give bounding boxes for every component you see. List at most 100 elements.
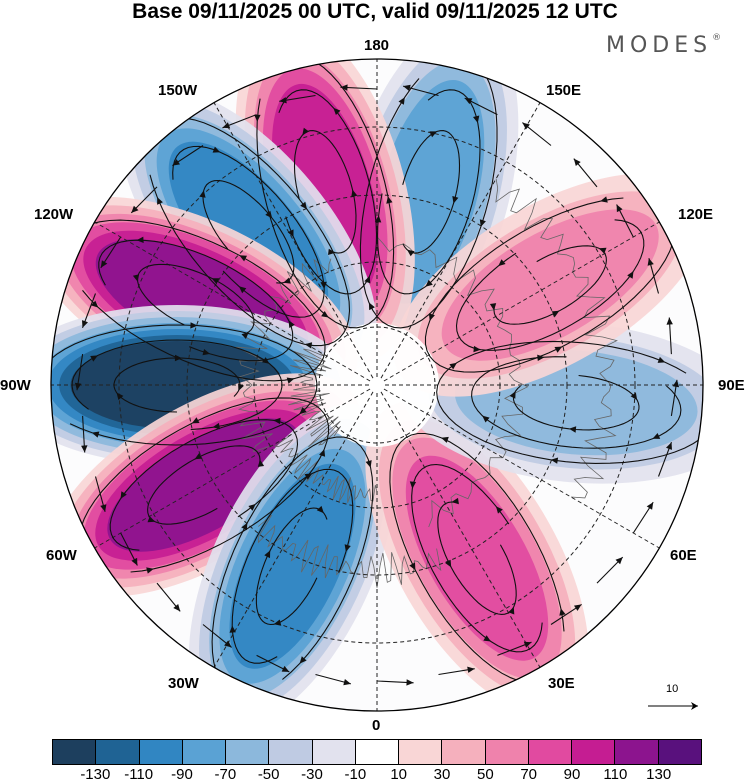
colorbar-tick-label: 110 xyxy=(603,766,628,783)
wind-arrowhead xyxy=(445,559,452,568)
wind-arrowhead xyxy=(131,557,138,566)
brand-name: MODES xyxy=(606,33,713,58)
wind-arrowhead xyxy=(646,502,654,510)
wind-arrowhead xyxy=(299,656,307,664)
wind-arrowhead xyxy=(425,279,433,287)
wind-arrowhead xyxy=(120,491,127,499)
wind-arrowhead xyxy=(224,640,232,648)
streamline xyxy=(512,374,640,431)
meridian-line xyxy=(383,221,660,382)
wind-streamlines xyxy=(51,61,702,685)
wind-arrowhead xyxy=(229,625,236,633)
wind-arrowhead xyxy=(299,407,307,415)
wind-arrowhead xyxy=(147,516,156,523)
wind-arrowhead xyxy=(321,311,329,318)
lon-label-120w: 120W xyxy=(34,206,74,223)
colorbar-tick-label: -90 xyxy=(171,766,193,783)
wind-arrowhead xyxy=(473,345,481,353)
colorbar-segment xyxy=(485,740,529,764)
wind-arrowhead xyxy=(509,391,516,399)
meridian-line xyxy=(94,388,371,549)
wind-arrowhead xyxy=(262,357,270,364)
wind-arrowhead xyxy=(652,433,661,439)
wind-arrowhead xyxy=(403,84,411,91)
streamline xyxy=(436,340,702,464)
wind-arrowhead xyxy=(91,300,99,308)
wind-arrows xyxy=(74,84,680,686)
streamline xyxy=(113,357,241,413)
wind-arrowhead xyxy=(212,422,220,430)
wind-arrowhead xyxy=(451,497,459,505)
colorbar-segment xyxy=(442,740,486,764)
registered-mark: ® xyxy=(712,32,722,43)
colorbar-segment xyxy=(226,740,270,764)
map-title: Base 09/11/2025 00 UTC, valid 09/11/2025… xyxy=(132,0,618,23)
streamline xyxy=(82,219,326,382)
lon-label-150w: 150W xyxy=(158,82,198,99)
colorbar-tick-label: -10 xyxy=(344,766,367,783)
wind-arrowhead xyxy=(672,379,680,388)
wind-arrowhead xyxy=(273,417,281,425)
wind-arrowhead xyxy=(328,248,336,255)
meridian-line xyxy=(383,388,660,549)
wind-arrowhead xyxy=(386,196,393,204)
wind-arrowhead xyxy=(657,356,666,363)
colorbar-segment xyxy=(572,740,616,764)
wind-arrowhead xyxy=(222,122,231,129)
streamline xyxy=(402,130,461,254)
latitude-circle xyxy=(118,126,636,644)
streamline xyxy=(80,397,330,573)
colorbar-tick-label: -110 xyxy=(124,766,154,783)
wind-arrowhead xyxy=(264,550,271,559)
wind-arrowhead xyxy=(550,457,559,464)
wind-arrowhead xyxy=(90,355,98,362)
colorbar-segment xyxy=(53,740,97,764)
polar-cap xyxy=(315,323,439,447)
wind-arrowhead xyxy=(279,97,287,104)
lon-label-0: 0 xyxy=(372,717,381,734)
wind-arrowhead xyxy=(132,274,140,282)
colorbar-segment xyxy=(658,740,701,764)
reference-vector-arrow xyxy=(648,702,698,710)
wind-arrowhead xyxy=(537,354,545,361)
wind-arrowhead xyxy=(116,392,124,400)
wind-arrowhead xyxy=(281,665,290,672)
streamline xyxy=(359,75,498,329)
wind-arrowhead xyxy=(202,349,211,356)
colorbar-ticks: -130 -110 -90 -70 -50 -30 -10 10 30 50 70 90 110 130 xyxy=(52,766,702,783)
wind-arrowhead xyxy=(211,278,220,285)
wind-arrowhead xyxy=(194,453,203,460)
colorbar-segment xyxy=(355,740,400,764)
streamline xyxy=(211,436,374,680)
colorbar-segment xyxy=(528,740,573,764)
wind-arrowhead xyxy=(304,473,313,480)
streamline xyxy=(71,339,283,431)
streamline xyxy=(231,468,354,664)
wind-arrowhead xyxy=(489,303,497,311)
wind-arrowhead xyxy=(428,313,435,321)
wind-arrowhead xyxy=(627,271,634,279)
colorbar-tick-label: -130 xyxy=(80,766,111,783)
wind-arrowhead xyxy=(300,201,307,210)
wind-arrowhead xyxy=(273,619,282,626)
coastline xyxy=(257,514,442,588)
wind-arrowhead xyxy=(343,679,351,686)
wind-arrowhead xyxy=(473,115,480,123)
wind-arrowhead xyxy=(406,679,414,686)
colorbar-segment xyxy=(312,740,356,764)
colorbar-tick-label: -30 xyxy=(301,766,323,783)
wind-arrowhead xyxy=(199,190,206,198)
wind-arrowhead xyxy=(248,503,256,511)
streamline xyxy=(455,219,645,351)
colorbar-segment xyxy=(182,740,227,764)
wind-arrowhead xyxy=(173,604,181,612)
wind-arrowhead xyxy=(449,362,457,370)
wind-arrowhead xyxy=(287,229,294,238)
lon-label-90w: 90W xyxy=(0,377,31,394)
wind-arrowhead xyxy=(647,258,654,266)
colorbar-tick-label: -50 xyxy=(257,766,280,783)
lon-label-30e: 30E xyxy=(548,675,575,692)
wind-arrowhead xyxy=(551,310,560,317)
streamline xyxy=(424,197,674,373)
wind-arrowhead xyxy=(600,196,608,203)
